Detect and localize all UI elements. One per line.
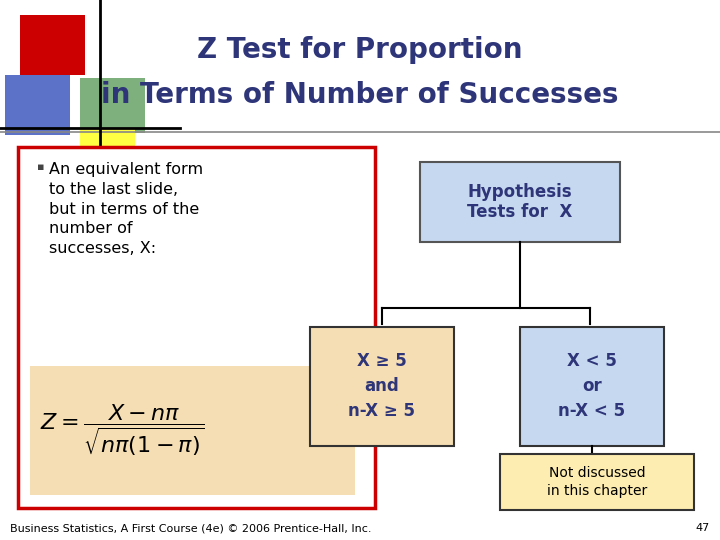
Text: Z Test for Proportion: Z Test for Proportion xyxy=(197,36,523,64)
FancyBboxPatch shape xyxy=(18,147,375,508)
Text: ▪: ▪ xyxy=(37,162,45,172)
FancyBboxPatch shape xyxy=(5,75,70,135)
FancyBboxPatch shape xyxy=(30,366,355,495)
FancyBboxPatch shape xyxy=(310,327,454,446)
Text: in Terms of Number of Successes: in Terms of Number of Successes xyxy=(102,81,618,109)
FancyBboxPatch shape xyxy=(520,327,664,446)
Text: $Z = \dfrac{X - n\pi}{\sqrt{n\pi(1-\pi)}}$: $Z = \dfrac{X - n\pi}{\sqrt{n\pi(1-\pi)}… xyxy=(40,403,204,458)
FancyBboxPatch shape xyxy=(20,15,85,75)
FancyBboxPatch shape xyxy=(420,162,620,242)
FancyBboxPatch shape xyxy=(80,78,145,133)
FancyBboxPatch shape xyxy=(80,128,135,158)
Text: Not discussed
in this chapter: Not discussed in this chapter xyxy=(546,465,647,498)
FancyBboxPatch shape xyxy=(500,454,694,510)
Text: 47: 47 xyxy=(696,523,710,533)
Text: X ≥ 5
and
n-X ≥ 5: X ≥ 5 and n-X ≥ 5 xyxy=(348,352,415,420)
Text: Business Statistics, A First Course (4e) © 2006 Prentice-Hall, Inc.: Business Statistics, A First Course (4e)… xyxy=(10,523,372,533)
Text: An equivalent form
to the last slide,
but in terms of the
number of
successes, X: An equivalent form to the last slide, bu… xyxy=(49,162,203,256)
Text: X < 5
or
n-X < 5: X < 5 or n-X < 5 xyxy=(558,352,626,420)
Text: Hypothesis
Tests for  X: Hypothesis Tests for X xyxy=(467,183,572,221)
